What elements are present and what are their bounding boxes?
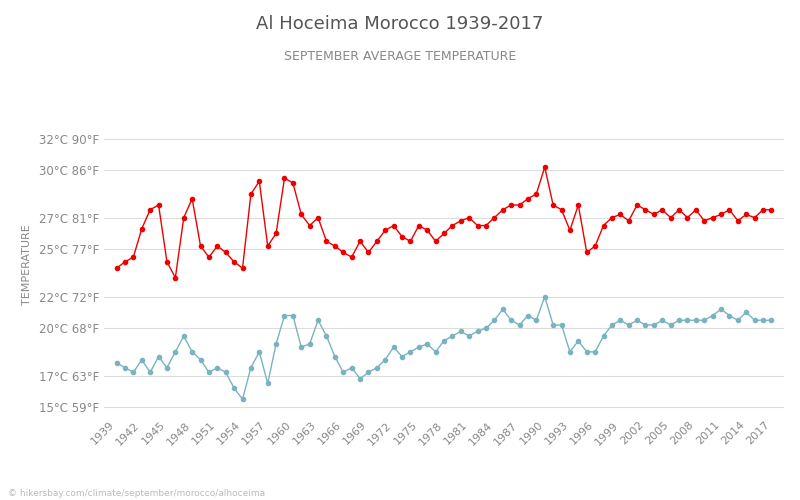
Y-axis label: TEMPERATURE: TEMPERATURE <box>22 224 32 306</box>
Text: © hikersbay.com/climate/september/morocco/alhoceima: © hikersbay.com/climate/september/morocc… <box>8 488 265 498</box>
Text: Al Hoceima Morocco 1939-2017: Al Hoceima Morocco 1939-2017 <box>256 15 544 33</box>
Text: SEPTEMBER AVERAGE TEMPERATURE: SEPTEMBER AVERAGE TEMPERATURE <box>284 50 516 63</box>
